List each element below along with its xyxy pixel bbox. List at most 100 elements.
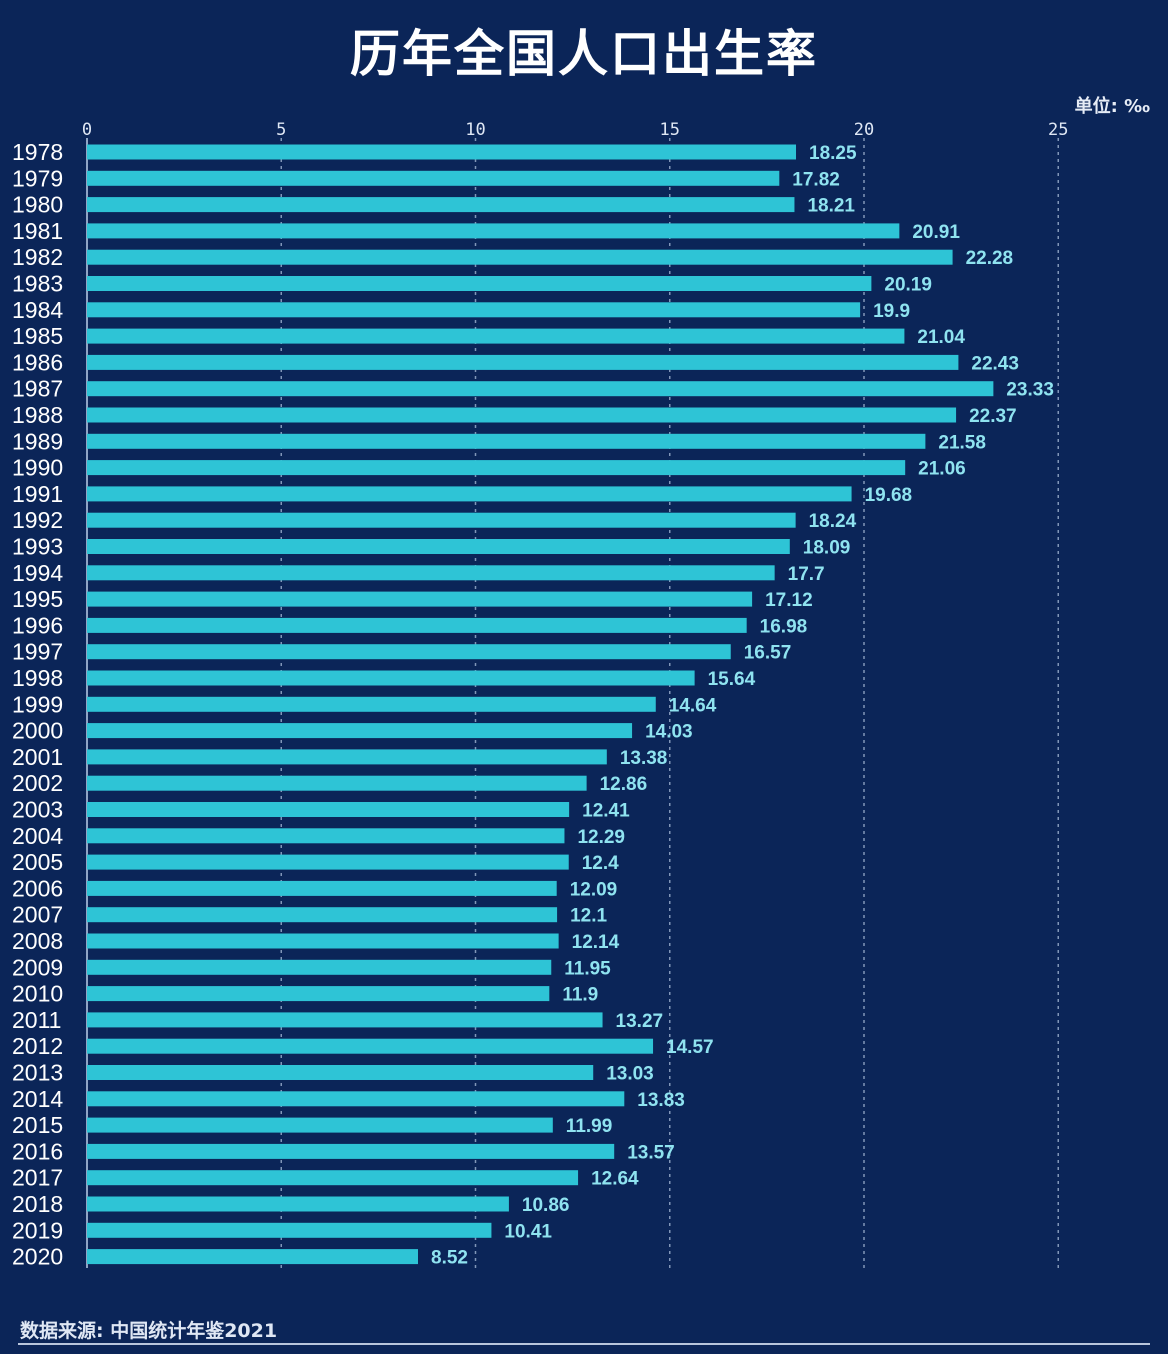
bar — [87, 354, 959, 370]
bar — [87, 1012, 603, 1028]
value-label: 22.43 — [971, 353, 1019, 374]
value-label: 22.37 — [969, 406, 1017, 427]
value-label: 21.58 — [938, 432, 986, 453]
value-label: 13.03 — [606, 1064, 654, 1085]
value-label: 13.83 — [637, 1090, 685, 1111]
value-label: 13.38 — [620, 748, 668, 769]
year-label: 2007 — [12, 902, 63, 928]
x-tick-label: 5 — [276, 120, 286, 140]
value-label: 12.41 — [582, 801, 630, 822]
bar — [87, 539, 790, 554]
year-label: 1979 — [12, 165, 63, 191]
value-label: 19.9 — [873, 301, 910, 322]
value-label: 23.33 — [1006, 380, 1054, 401]
value-label: 18.09 — [803, 538, 851, 559]
bar — [87, 1222, 492, 1238]
year-label: 2017 — [12, 1165, 63, 1191]
bar — [87, 723, 633, 739]
bar — [87, 617, 747, 633]
year-label: 2012 — [12, 1033, 63, 1059]
value-label: 21.06 — [918, 459, 966, 480]
value-label: 20.91 — [912, 222, 960, 243]
year-label: 2005 — [12, 849, 63, 875]
year-label: 1995 — [12, 586, 63, 612]
year-label: 1999 — [12, 691, 63, 717]
value-label: 14.03 — [645, 722, 693, 743]
year-label: 2010 — [12, 981, 63, 1007]
bar — [87, 1249, 419, 1265]
value-label: 18.21 — [807, 196, 855, 217]
x-tick-label: 20 — [854, 120, 874, 140]
year-label: 2006 — [12, 875, 63, 901]
bar — [87, 1038, 654, 1054]
bar — [87, 802, 570, 817]
bar — [87, 1143, 615, 1159]
bar — [87, 407, 957, 423]
bar — [87, 828, 565, 844]
year-label: 2015 — [12, 1112, 63, 1138]
bar — [87, 696, 656, 712]
value-label: 10.86 — [522, 1195, 570, 1216]
unit-label: 单位: ‰ — [1074, 96, 1150, 117]
year-label: 1982 — [12, 244, 63, 270]
value-label: 12.1 — [570, 906, 607, 927]
bar — [87, 1196, 509, 1212]
year-label: 1983 — [12, 271, 63, 297]
bar — [87, 565, 775, 581]
data-source: 数据来源: 中国统计年鉴2021 — [20, 1320, 278, 1342]
year-label: 2014 — [12, 1086, 63, 1112]
year-label: 2000 — [12, 718, 63, 744]
value-label: 17.82 — [792, 169, 840, 190]
bar — [87, 249, 953, 265]
bar — [87, 749, 607, 765]
bar — [87, 144, 797, 160]
value-label: 17.12 — [765, 590, 813, 611]
year-label: 1989 — [12, 428, 63, 454]
year-label: 2002 — [12, 770, 63, 796]
bar — [87, 197, 795, 213]
value-label: 12.86 — [600, 774, 648, 795]
value-label: 18.24 — [809, 511, 857, 532]
year-label: 2004 — [12, 823, 63, 849]
value-label: 11.9 — [562, 985, 598, 1006]
year-label: 2013 — [12, 1060, 63, 1086]
value-label: 11.95 — [564, 958, 611, 979]
x-tick-label: 10 — [465, 120, 485, 140]
year-label: 1984 — [12, 297, 63, 323]
bar — [87, 1117, 553, 1133]
year-label: 2020 — [12, 1244, 63, 1270]
bar — [87, 880, 557, 896]
bar — [87, 986, 550, 1002]
value-label: 12.29 — [577, 827, 625, 848]
year-label: 2011 — [12, 1007, 61, 1033]
year-label: 2008 — [12, 928, 63, 954]
year-label: 2003 — [12, 797, 63, 823]
year-label: 1993 — [12, 534, 63, 560]
bar — [87, 591, 753, 607]
value-label: 21.04 — [917, 327, 965, 348]
value-label: 15.64 — [708, 669, 756, 690]
bar — [87, 512, 796, 528]
bar — [87, 170, 780, 186]
year-label: 1985 — [12, 323, 63, 349]
value-label: 20.19 — [884, 275, 932, 296]
year-label: 1998 — [12, 665, 63, 691]
year-label: 1990 — [12, 455, 63, 481]
bar — [87, 302, 861, 318]
bar — [87, 644, 731, 660]
value-label: 13.27 — [616, 1011, 664, 1032]
bar — [87, 1091, 625, 1107]
bar — [87, 775, 587, 791]
value-label: 16.98 — [760, 616, 808, 637]
x-tick-label: 0 — [82, 120, 92, 140]
value-label: 14.64 — [669, 695, 717, 716]
year-label: 1980 — [12, 192, 63, 218]
year-label: 2018 — [12, 1191, 63, 1217]
bar — [87, 460, 906, 476]
value-label: 19.68 — [865, 485, 913, 506]
value-label: 12.14 — [572, 932, 620, 953]
year-label: 2016 — [12, 1138, 63, 1164]
year-label: 1978 — [12, 139, 63, 165]
year-label: 1996 — [12, 612, 63, 638]
